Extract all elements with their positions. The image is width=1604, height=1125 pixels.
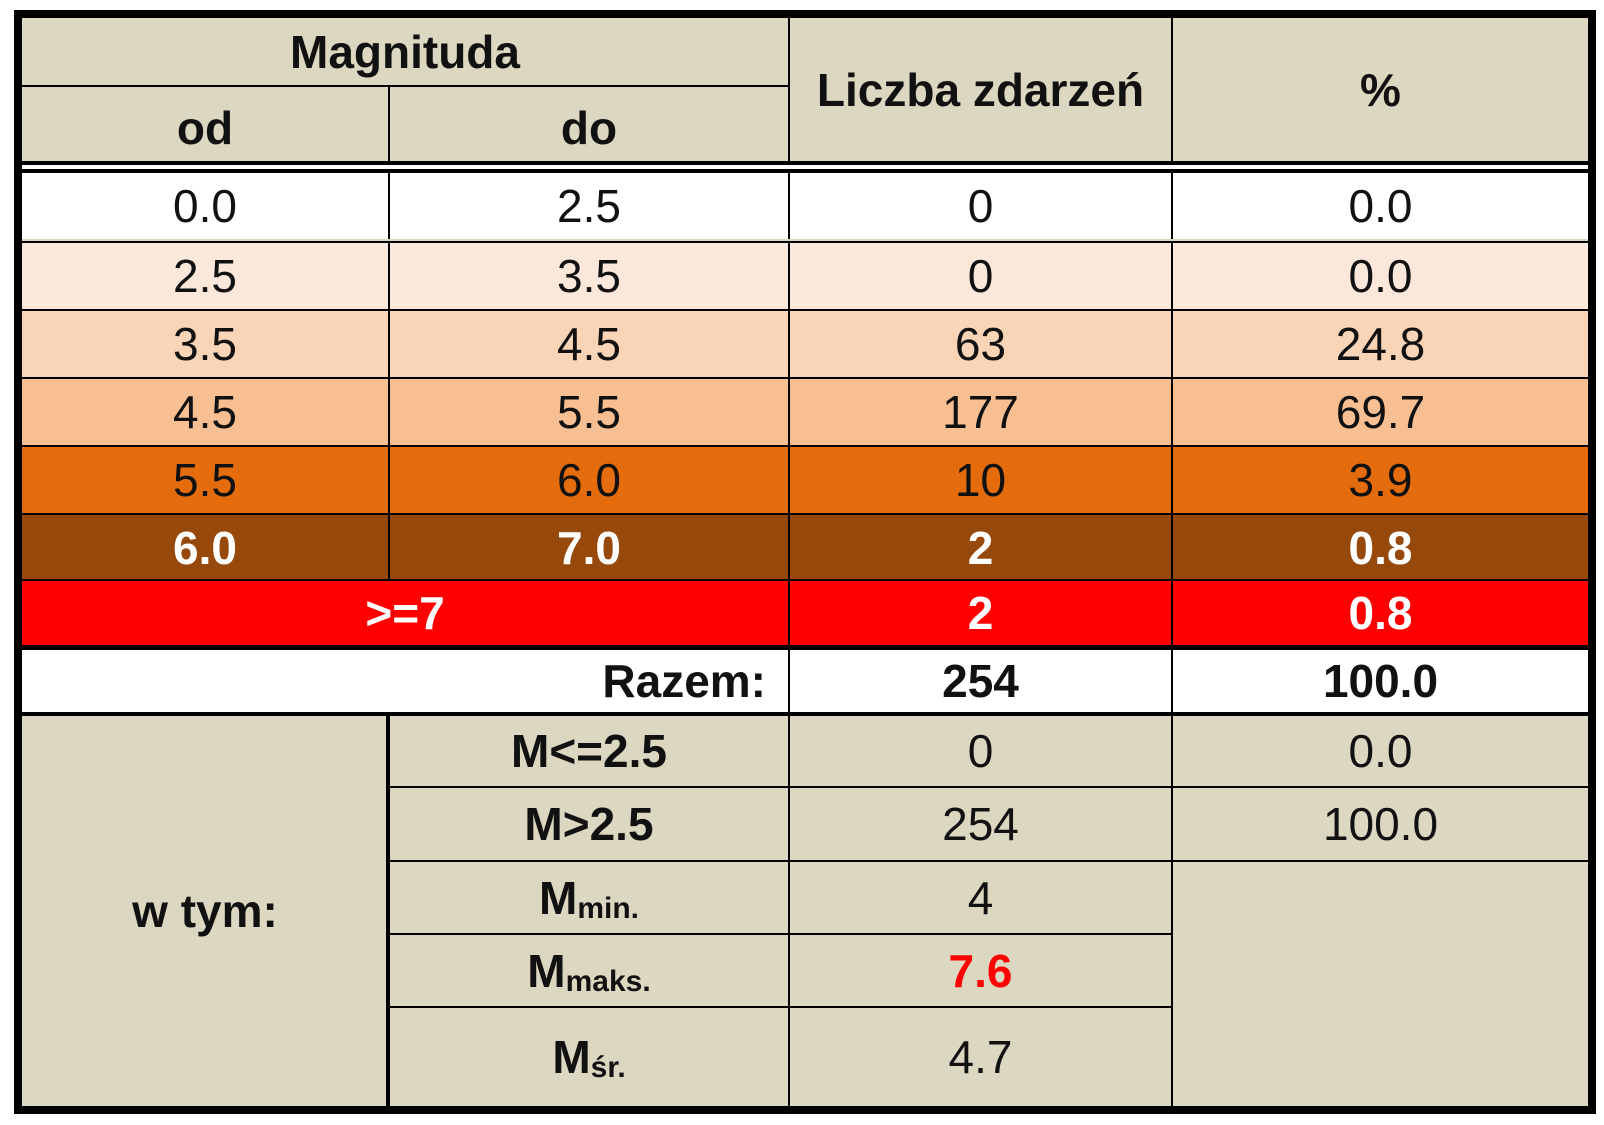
m-gt-percent: 100.0 xyxy=(1171,786,1588,860)
total-label: Razem: xyxy=(22,650,788,712)
row-ge7-label: >=7 xyxy=(22,579,788,645)
m-gt-label: M>2.5 xyxy=(390,786,788,860)
row-percent-cell: 0.0 xyxy=(1171,173,1588,239)
header-divider-top xyxy=(22,161,1588,165)
total-divider-bottom xyxy=(22,712,1588,716)
m-min-value: 4 xyxy=(788,860,1171,933)
total-percent: 100.0 xyxy=(1171,650,1588,712)
including-divider xyxy=(386,716,390,1106)
header-divider-bottom xyxy=(22,169,1588,173)
m-min-symbol: M xyxy=(539,871,578,924)
row-to-cell: 7.0 xyxy=(388,513,788,581)
row-to-cell: 6.0 xyxy=(388,445,788,513)
row-percent-cell: 3.9 xyxy=(1171,445,1588,513)
row-percent-cell: 69.7 xyxy=(1171,377,1588,445)
row-from-cell: 5.5 xyxy=(22,445,388,513)
header-from: od xyxy=(22,85,388,161)
row-ge7-count: 2 xyxy=(788,579,1171,645)
m-max-value: 7.6 xyxy=(788,933,1171,1006)
row-from-cell: 2.5 xyxy=(22,241,388,309)
row-from-cell: 4.5 xyxy=(22,377,388,445)
header-count: Liczba zdarzeń xyxy=(788,18,1171,161)
row-from-cell: 3.5 xyxy=(22,309,388,377)
including-label: w tym: xyxy=(22,716,388,1106)
row-count-cell: 2 xyxy=(788,513,1171,581)
m-max-symbol: M xyxy=(527,944,566,997)
row-ge7-percent: 0.8 xyxy=(1171,579,1588,645)
m-avg-subscript: śr. xyxy=(590,1051,626,1084)
row-percent-cell: 0.8 xyxy=(1171,513,1588,581)
row-to-cell: 3.5 xyxy=(388,241,788,309)
m-avg-symbol: M xyxy=(552,1031,591,1083)
row-count-cell: 10 xyxy=(788,445,1171,513)
row-to-cell: 5.5 xyxy=(388,377,788,445)
m-gt-count: 254 xyxy=(788,786,1171,860)
total-divider-top xyxy=(22,645,1588,650)
row-from-cell: 6.0 xyxy=(22,513,388,581)
row-count-cell: 177 xyxy=(788,377,1171,445)
header-divider-gap xyxy=(22,165,1588,169)
m-max-subscript: maks. xyxy=(565,964,651,998)
row-to-cell: 2.5 xyxy=(388,173,788,239)
magnitude-statistics-table: Magnituda od do Liczba zdarzeń % 0.0 2.5 0… xyxy=(14,10,1596,1114)
row-percent-cell: 0.0 xyxy=(1171,241,1588,309)
row-to-cell: 4.5 xyxy=(388,309,788,377)
row-count-cell: 0 xyxy=(788,173,1171,239)
m-le-label: M<=2.5 xyxy=(390,716,788,786)
total-count: 254 xyxy=(788,650,1171,712)
row-count-cell: 63 xyxy=(788,309,1171,377)
header-magnitude: Magnituda xyxy=(22,18,788,85)
m-avg-value: 4.7 xyxy=(788,1006,1171,1106)
header-to: do xyxy=(388,85,788,161)
row-percent-cell: 24.8 xyxy=(1171,309,1588,377)
m-min-subscript: min. xyxy=(577,891,639,925)
header-percent: % xyxy=(1171,18,1588,161)
row-from-cell: 0.0 xyxy=(22,173,388,239)
m-le-percent: 0.0 xyxy=(1171,716,1588,786)
m-le-count: 0 xyxy=(788,716,1171,786)
row-count-cell: 0 xyxy=(788,241,1171,309)
empty-percent-cell xyxy=(1171,860,1588,1106)
